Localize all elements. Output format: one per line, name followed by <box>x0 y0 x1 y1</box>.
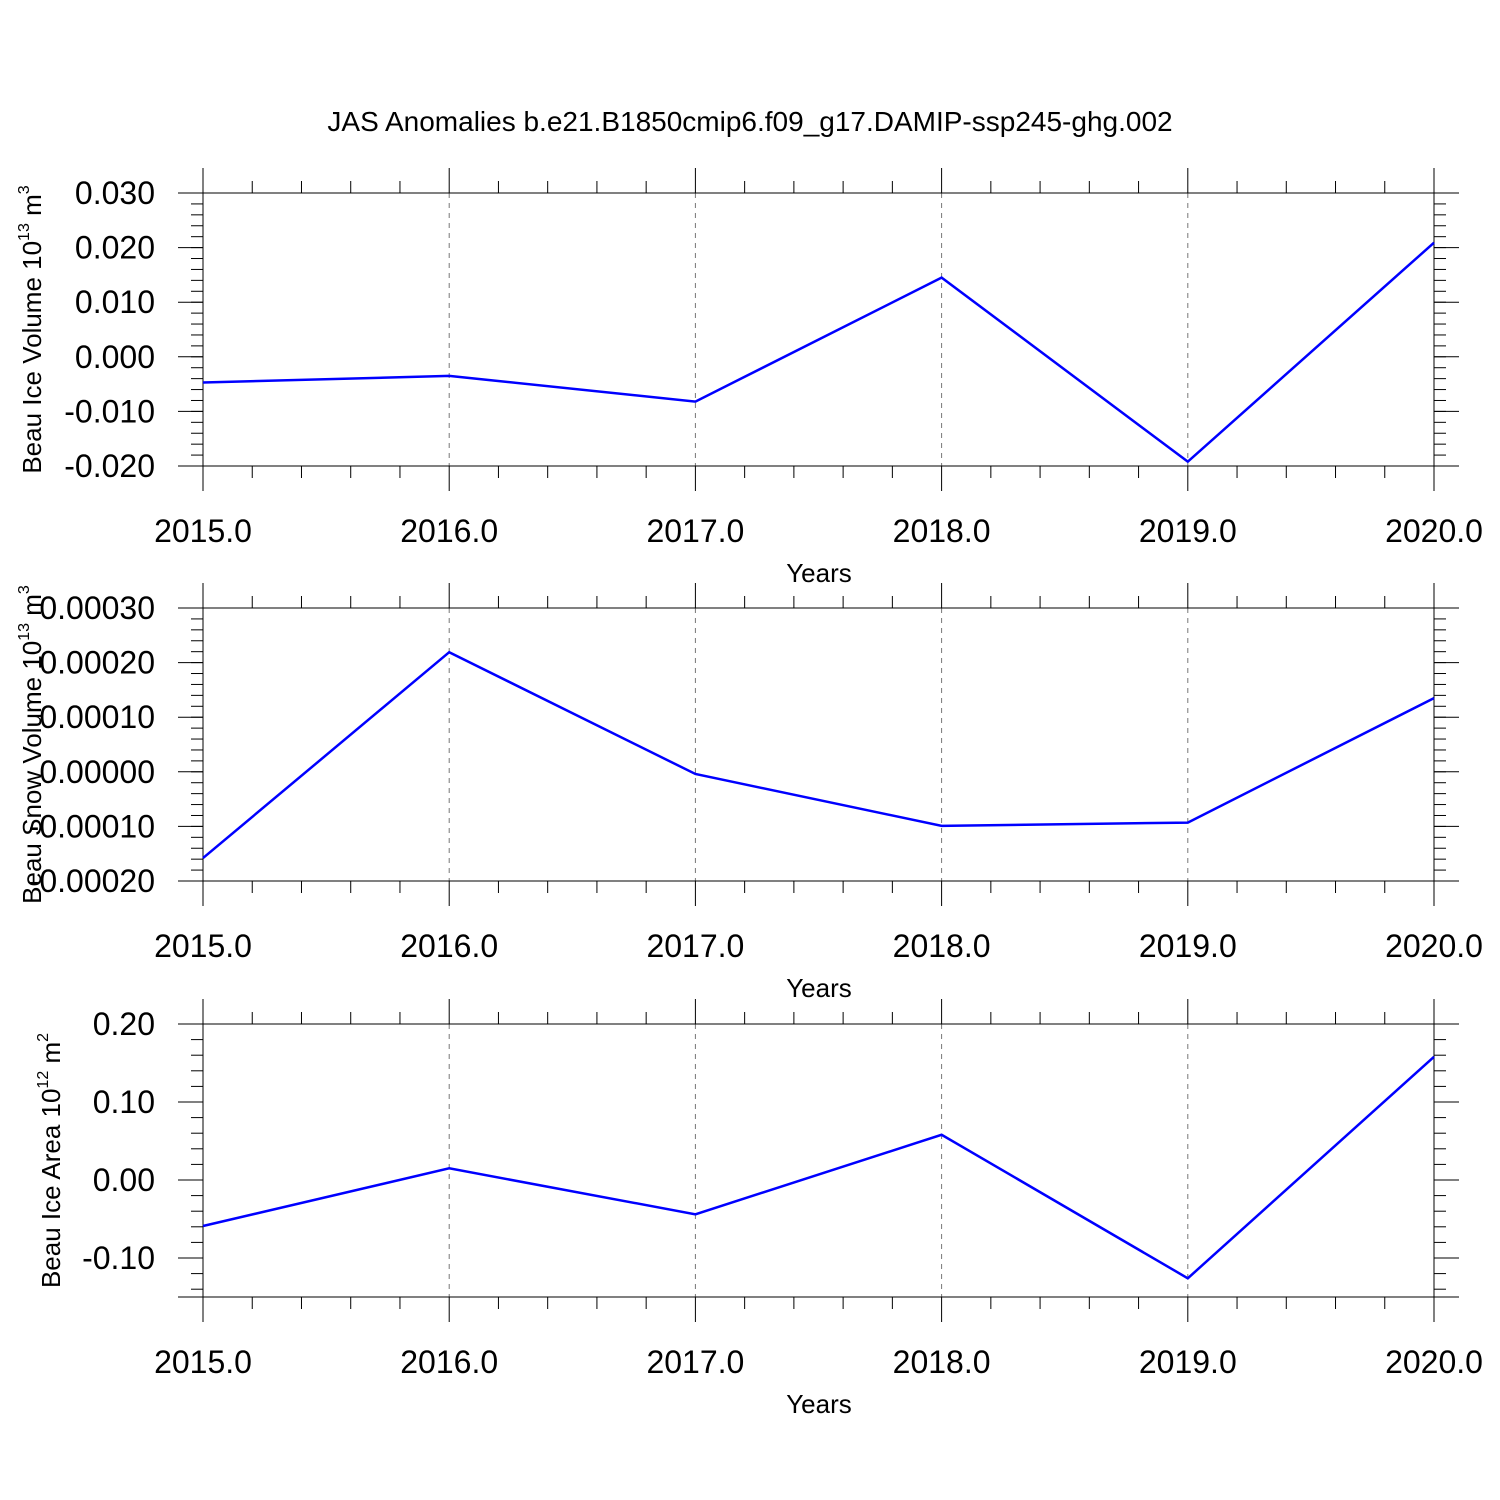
chart-title: JAS Anomalies b.e21.B1850cmip6.f09_g17.D… <box>327 106 1172 137</box>
x-tick-label: 2016.0 <box>400 513 498 549</box>
y-tick-label: 0.010 <box>75 284 155 320</box>
x-tick-label: 2019.0 <box>1139 1344 1237 1380</box>
y-axis-label-superscript: 13 <box>16 223 33 241</box>
y-tick-label: 0.00000 <box>39 754 155 790</box>
x-tick-label: 2019.0 <box>1139 513 1237 549</box>
y-tick-label: 0.000 <box>75 339 155 375</box>
y-tick-label: 0.10 <box>93 1084 155 1120</box>
x-axis-label: Years <box>786 1389 852 1419</box>
series-line <box>202 650 1435 860</box>
y-axis-label-text: Beau Snow Volume 10 <box>17 641 47 904</box>
panel-1: 2015.0 2016.0 2017.0 2018.0 2019.0 2020.0 0.03… <box>16 168 1483 588</box>
y-axis-label-superscript: 13 <box>16 623 33 641</box>
x-tick-label: 2020.0 <box>1385 513 1483 549</box>
y-axis-label-superscript: 2 <box>35 1033 52 1042</box>
x-tick-label: 2018.0 <box>893 1344 991 1380</box>
y-tick-label: 0.00010 <box>39 699 155 735</box>
x-tick-label: 2017.0 <box>646 1344 744 1380</box>
y-tick-label: 0.00 <box>93 1162 155 1198</box>
y-tick-label: 0.00030 <box>39 590 155 626</box>
panel-2: 2015.0 2016.0 2017.0 2018.0 2019.0 2020.0 0.00… <box>16 583 1483 1003</box>
series-line <box>202 1055 1435 1280</box>
y-tick-label: 0.020 <box>75 230 155 266</box>
x-tick-label: 2015.0 <box>154 513 252 549</box>
y-tick-label: 0.20 <box>93 1006 155 1042</box>
y-axis-label: Beau Snow Volume 1013 m3 <box>16 585 47 904</box>
x-tick-label: 2015.0 <box>154 1344 252 1380</box>
y-axis-label-superscript: 3 <box>16 585 33 594</box>
y-tick-label: -0.00010 <box>29 808 155 844</box>
y-tick-label: -0.020 <box>64 448 155 484</box>
y-axis-label-text: m <box>17 194 47 223</box>
panel-3: 2015.0 2016.0 2017.0 2018.0 2019.0 2020.0 0.20… <box>35 999 1483 1419</box>
y-tick-label: -0.00020 <box>29 863 155 899</box>
x-tick-label: 2019.0 <box>1139 928 1237 964</box>
y-axis-label: Beau Ice Volume 1013 m3 <box>16 185 47 473</box>
y-axis-label-text: m <box>17 594 47 623</box>
x-tick-label: 2020.0 <box>1385 1344 1483 1380</box>
x-tick-label: 2018.0 <box>893 928 991 964</box>
y-tick-label: 0.00020 <box>39 645 155 681</box>
x-tick-label: 2016.0 <box>400 1344 498 1380</box>
y-axis-label-text: Beau Ice Volume 10 <box>17 241 47 474</box>
panels: 2015.0 2016.0 2017.0 2018.0 2019.0 2020.0 0.03… <box>16 168 1483 1419</box>
x-axis-label: Years <box>786 973 852 1003</box>
x-tick-label: 2020.0 <box>1385 928 1483 964</box>
y-tick-label: -0.10 <box>82 1240 155 1276</box>
y-tick-label: 0.030 <box>75 175 155 211</box>
y-axis-label-text: m <box>36 1042 66 1071</box>
y-axis-label-superscript: 12 <box>35 1071 52 1089</box>
x-tick-label: 2015.0 <box>154 928 252 964</box>
x-tick-label: 2017.0 <box>646 928 744 964</box>
series-line <box>202 241 1435 464</box>
x-tick-label: 2017.0 <box>646 513 744 549</box>
y-tick-label: -0.010 <box>64 393 155 429</box>
x-tick-label: 2018.0 <box>893 513 991 549</box>
y-axis-label: Beau Ice Area 1012 m2 <box>35 1033 66 1288</box>
x-axis-label: Years <box>786 558 852 588</box>
y-axis-label-superscript: 3 <box>16 185 33 194</box>
y-axis-label-text: Beau Ice Area 10 <box>36 1089 66 1288</box>
x-tick-label: 2016.0 <box>400 928 498 964</box>
